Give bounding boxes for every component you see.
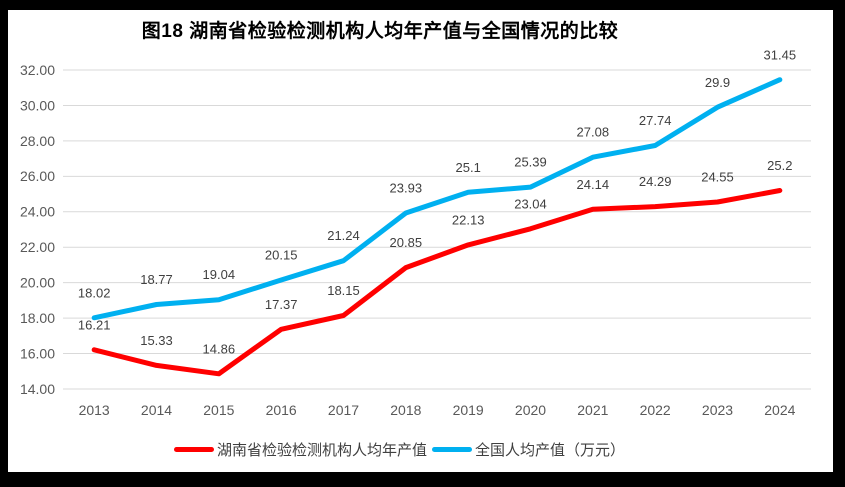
y-axis-tick-label: 14.00: [20, 381, 55, 397]
legend-swatch-icon: [432, 446, 473, 452]
data-label: 17.37: [265, 297, 298, 312]
data-label: 25.2: [767, 158, 792, 173]
y-axis-tick-label: 16.00: [20, 345, 55, 361]
legend-swatch-icon: [174, 446, 214, 452]
data-label: 24.55: [701, 170, 734, 185]
data-label: 21.24: [327, 228, 360, 243]
data-label: 29.9: [705, 75, 730, 90]
x-axis-tick-label: 2024: [764, 402, 795, 418]
x-axis-tick-label: 2019: [453, 402, 484, 418]
x-axis-tick-label: 2013: [79, 402, 110, 418]
data-label: 19.04: [203, 267, 236, 282]
data-label: 14.86: [203, 341, 236, 356]
y-axis-tick-label: 20.00: [20, 275, 55, 291]
data-label: 24.14: [577, 177, 610, 192]
series-line: [91, 188, 783, 377]
data-label: 20.85: [390, 235, 423, 250]
data-label: 20.15: [265, 248, 298, 263]
data-label: 27.74: [639, 113, 672, 128]
data-label: 25.39: [514, 155, 547, 170]
legend-item-1: 全国人均产值（万元）: [432, 439, 625, 460]
x-axis-tick-label: 2016: [266, 402, 297, 418]
chart-canvas: 图18 湖南省检验检测机构人均年产值与全国情况的比较 32.00 30.00 28.…: [8, 10, 833, 472]
x-axis-tick-label: 2015: [203, 402, 234, 418]
data-label: 27.08: [577, 125, 610, 140]
y-axis-tick-label: 24.00: [20, 204, 55, 220]
series-line: [91, 77, 783, 321]
chart-legend: 湖南省检验检测机构人均年产值 全国人均产值（万元）: [174, 439, 630, 460]
data-label: 22.13: [452, 212, 485, 227]
data-label: 18.02: [78, 285, 111, 300]
x-axis-tick-label: 2018: [390, 402, 421, 418]
x-axis-tick-label: 2022: [640, 402, 671, 418]
data-label: 23.04: [514, 196, 547, 211]
data-label: 18.15: [327, 283, 360, 298]
legend-label: 湖南省检验检测机构人均年产值: [217, 441, 428, 459]
legend-label: 全国人均产值（万元）: [475, 441, 626, 459]
y-axis-tick-label: 28.00: [20, 133, 55, 149]
y-axis-tick-label: 26.00: [20, 168, 55, 184]
x-axis-tick-label: 2014: [141, 402, 172, 418]
data-label: 31.45: [764, 47, 797, 62]
data-label: 16.21: [78, 317, 111, 332]
y-axis-tick-label: 30.00: [20, 97, 55, 113]
data-label: 18.77: [140, 272, 173, 287]
data-label: 23.93: [390, 181, 423, 196]
x-axis-tick-label: 2017: [328, 402, 359, 418]
legend-item-0: 湖南省检验检测机构人均年产值: [174, 439, 427, 460]
x-axis-tick-label: 2021: [577, 402, 608, 418]
data-label: 24.29: [639, 174, 672, 189]
data-label: 25.1: [456, 160, 481, 175]
x-axis-tick-label: 2020: [515, 402, 546, 418]
y-axis-tick-label: 32.00: [20, 62, 55, 78]
y-axis-tick-label: 22.00: [20, 239, 55, 255]
data-label: 15.33: [140, 333, 173, 348]
y-axis-tick-label: 18.00: [20, 310, 55, 326]
x-axis-tick-label: 2023: [702, 402, 733, 418]
line-chart: 32.00 30.00 28.00 26.00 24.00 22.00 20.00 18.00…: [20, 47, 811, 418]
chart-title: 图18 湖南省检验检测机构人均年产值与全国情况的比较: [141, 21, 619, 42]
